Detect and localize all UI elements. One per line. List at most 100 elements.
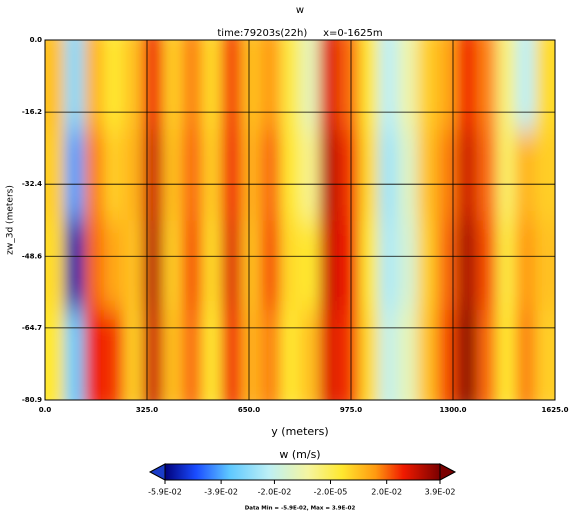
heatmap-cell	[84, 310, 105, 400]
heatmap-cell	[417, 129, 438, 221]
heatmap-cell	[437, 220, 458, 311]
heatmap-cell	[378, 40, 399, 131]
x-tick-label: 325.0	[136, 406, 158, 414]
heatmap-cell	[45, 129, 66, 221]
heatmap-cell	[103, 129, 124, 221]
heatmap-cell	[143, 220, 164, 311]
heatmap-cell	[260, 129, 281, 221]
heatmap-cell	[476, 129, 497, 221]
heatmap-cell	[535, 220, 555, 311]
heatmap-cell	[162, 129, 183, 221]
heatmap-cell	[280, 40, 301, 131]
heatmap-cell	[221, 310, 242, 400]
heatmap-cell	[300, 310, 321, 400]
heatmap-cell	[476, 220, 497, 311]
chart-subtitle: time:79203s(22h) x=0-1625m	[217, 28, 382, 39]
colorbar-tick-label: 2.0E-02	[371, 488, 402, 497]
heatmap-cell	[45, 220, 66, 311]
plot-frame	[44, 39, 556, 401]
heatmap-cell	[103, 220, 124, 311]
heatmap-cell	[496, 310, 517, 400]
heatmap-cell	[45, 40, 66, 131]
heatmap-cell	[319, 40, 340, 131]
heatmap-cell	[143, 129, 164, 221]
heatmap-cell	[201, 129, 223, 221]
heatmap-cell	[535, 310, 555, 400]
x-tick-label: 1625.0	[541, 406, 568, 414]
heatmap-cell	[182, 310, 203, 400]
y-tick-label: -16.2	[22, 108, 42, 116]
colorbar-title: w (m/s)	[279, 448, 320, 461]
heatmap-cell	[398, 40, 419, 131]
heatmap-cell	[476, 40, 497, 131]
heatmap-cell	[221, 40, 242, 131]
heatmap-cell	[103, 310, 124, 400]
heatmap-cell	[64, 129, 85, 221]
heatmap-cell	[456, 310, 478, 400]
heatmap	[45, 40, 555, 400]
heatmap-cell	[456, 129, 478, 221]
heatmap-cell	[84, 40, 105, 131]
heatmap-cell	[339, 220, 360, 311]
heatmap-cell	[358, 40, 379, 131]
heatmap-cell	[64, 220, 85, 311]
heatmap-cell	[437, 310, 458, 400]
heatmap-cell	[437, 129, 458, 221]
heatmap-cell	[84, 220, 105, 311]
colorbar-tick-label: 3.9E-02	[425, 488, 456, 497]
heatmap-cell	[300, 220, 321, 311]
heatmap-cell	[417, 40, 438, 131]
heatmap-cell	[64, 40, 85, 131]
y-tick-label: -80.9	[22, 396, 42, 404]
heatmap-cell	[398, 129, 419, 221]
x-tick-label: 1300.0	[439, 406, 466, 414]
x-tick-label: 650.0	[238, 406, 260, 414]
heatmap-cell	[123, 310, 144, 400]
heatmap-cell	[64, 310, 85, 400]
heatmap-cell	[123, 220, 144, 311]
heatmap-cell	[358, 129, 379, 221]
y-tick-label: -64.7	[22, 324, 42, 332]
heatmap-cell	[182, 129, 203, 221]
heatmap-cell	[417, 220, 438, 311]
heatmap-cell	[496, 220, 517, 311]
heatmap-cell	[339, 40, 360, 131]
data-range-note: Data Min = -5.9E-02, Max = 3.9E-02	[245, 506, 356, 512]
heatmap-cell	[398, 220, 419, 311]
heatmap-cell	[221, 220, 242, 311]
heatmap-cell	[201, 310, 223, 400]
heatmap-cell	[201, 40, 223, 131]
heatmap-cell	[123, 129, 144, 221]
colorbar-tick-label: -3.9E-02	[204, 488, 238, 497]
heatmap-cell	[417, 310, 438, 400]
heatmap-cell	[496, 40, 517, 131]
heatmap-cell	[437, 40, 458, 131]
heatmap-cell	[162, 40, 183, 131]
colorbar-tick-label: -5.9E-02	[148, 488, 182, 497]
heatmap-cell	[515, 220, 536, 311]
heatmap-cell	[319, 220, 340, 311]
heatmap-cell	[241, 40, 262, 131]
colorbar-ticks: -5.9E-02 -3.9E-02 -2.0E-02 -2.0E-05 2.0E-02 3…	[148, 480, 455, 497]
heatmap-cell	[300, 40, 321, 131]
x-tick-label: 0.0	[39, 406, 52, 414]
heatmap-cell	[358, 310, 379, 400]
heatmap-cells	[45, 40, 555, 400]
heatmap-cell	[123, 40, 144, 131]
heatmap-cell	[300, 129, 321, 221]
x-tick-label: 975.0	[340, 406, 362, 414]
heatmap-cell	[378, 310, 399, 400]
heatmap-cell	[162, 220, 183, 311]
heatmap-cell	[143, 40, 164, 131]
colorbar-under	[148, 463, 166, 481]
heatmap-cell	[515, 129, 536, 221]
heatmap-cell	[456, 40, 478, 131]
y-tick-label: -48.6	[22, 252, 42, 260]
heatmap-cell	[515, 310, 536, 400]
heatmap-cell	[280, 220, 301, 311]
heatmap-cell	[515, 40, 536, 131]
colorbar-tick-label: -2.0E-02	[258, 488, 292, 497]
heatmap-cell	[162, 310, 183, 400]
x-axis-label: y (meters)	[271, 425, 328, 438]
heatmap-cell	[319, 129, 340, 221]
